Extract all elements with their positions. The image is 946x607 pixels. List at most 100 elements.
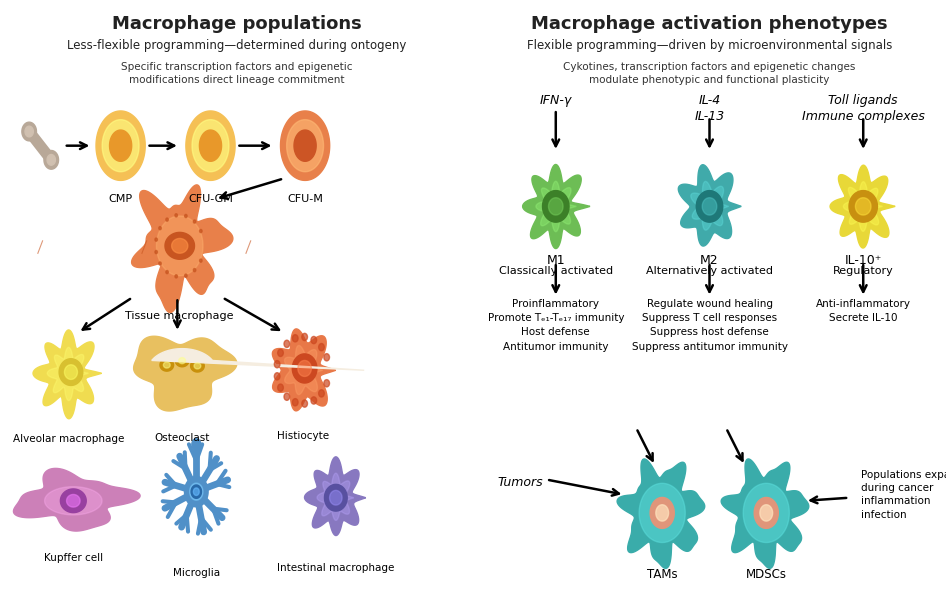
Circle shape (200, 229, 202, 232)
Polygon shape (193, 488, 200, 495)
Polygon shape (194, 363, 201, 369)
Polygon shape (160, 359, 174, 371)
Polygon shape (191, 485, 201, 498)
Circle shape (184, 214, 187, 217)
Text: M2: M2 (700, 254, 719, 266)
Polygon shape (843, 181, 883, 231)
Polygon shape (639, 483, 685, 543)
Polygon shape (200, 130, 221, 161)
Circle shape (311, 397, 317, 404)
Polygon shape (691, 181, 728, 230)
Circle shape (166, 271, 168, 274)
Polygon shape (175, 354, 189, 367)
Text: Kupffer cell: Kupffer cell (44, 552, 103, 563)
Polygon shape (156, 216, 203, 276)
Polygon shape (272, 329, 336, 411)
Polygon shape (850, 191, 877, 222)
Circle shape (155, 251, 157, 254)
Text: Regulate wound healing
Suppress T cell responses
Suppress host defense
Suppress : Regulate wound healing Suppress T cell r… (632, 299, 787, 352)
Text: Less-flexible programming—determined during ontogeny: Less-flexible programming—determined dur… (67, 39, 406, 52)
Text: CFU-M: CFU-M (288, 194, 323, 204)
Polygon shape (164, 362, 170, 368)
Polygon shape (44, 487, 102, 515)
Circle shape (274, 361, 280, 368)
Polygon shape (61, 489, 86, 512)
Text: Microglia: Microglia (173, 568, 219, 577)
Text: M1: M1 (547, 254, 565, 266)
Circle shape (184, 274, 187, 277)
Polygon shape (189, 483, 203, 500)
Circle shape (166, 218, 168, 221)
Circle shape (155, 238, 157, 241)
Text: Classically activated: Classically activated (499, 266, 613, 276)
Polygon shape (171, 239, 188, 253)
Polygon shape (656, 505, 669, 521)
Text: Toll ligands
Immune complexes: Toll ligands Immune complexes (802, 94, 924, 123)
Polygon shape (96, 111, 146, 180)
Circle shape (302, 400, 307, 407)
Text: CMP: CMP (109, 194, 132, 204)
Circle shape (159, 262, 161, 265)
Polygon shape (133, 336, 236, 411)
Polygon shape (47, 155, 56, 165)
Polygon shape (543, 191, 569, 222)
Polygon shape (66, 495, 80, 507)
Polygon shape (617, 459, 705, 568)
Polygon shape (22, 122, 37, 141)
Polygon shape (294, 130, 316, 161)
Polygon shape (754, 498, 779, 528)
Polygon shape (324, 484, 347, 511)
Text: TAMs: TAMs (647, 568, 677, 580)
Polygon shape (650, 498, 674, 528)
Polygon shape (287, 120, 324, 172)
Circle shape (302, 333, 307, 341)
Polygon shape (60, 359, 83, 385)
Text: Histiocyte: Histiocyte (276, 431, 329, 441)
Polygon shape (855, 198, 871, 215)
Polygon shape (281, 111, 330, 180)
Polygon shape (760, 505, 773, 521)
Text: IL-10⁺: IL-10⁺ (845, 254, 882, 266)
Text: CFU-GM: CFU-GM (188, 194, 233, 204)
Polygon shape (179, 358, 185, 364)
Polygon shape (678, 164, 742, 246)
Circle shape (284, 340, 289, 347)
Circle shape (311, 336, 317, 344)
Text: Macrophage populations: Macrophage populations (112, 15, 361, 33)
Circle shape (324, 379, 329, 387)
Polygon shape (13, 469, 140, 531)
Polygon shape (696, 191, 723, 222)
Polygon shape (317, 473, 354, 520)
Circle shape (319, 344, 324, 351)
Text: Tumors: Tumors (498, 476, 543, 489)
Polygon shape (298, 361, 311, 376)
Polygon shape (191, 360, 204, 372)
Polygon shape (305, 457, 366, 535)
Text: Tissue macrophage: Tissue macrophage (126, 311, 234, 320)
Text: Intestinal macrophage: Intestinal macrophage (277, 563, 394, 573)
Text: Alternatively activated: Alternatively activated (646, 266, 773, 276)
Polygon shape (102, 120, 139, 172)
Text: Alveolar macrophage: Alveolar macrophage (13, 434, 124, 444)
Circle shape (292, 334, 298, 342)
Text: Anti-inflammatory
Secrete IL-10: Anti-inflammatory Secrete IL-10 (815, 299, 911, 323)
Circle shape (278, 349, 284, 356)
Circle shape (278, 384, 284, 392)
Text: Cykotines, transcription factors and epigenetic changes
modulate phenotypic and : Cykotines, transcription factors and epi… (563, 62, 856, 85)
Polygon shape (33, 330, 101, 419)
Polygon shape (292, 354, 317, 383)
Polygon shape (192, 120, 229, 172)
Polygon shape (64, 365, 78, 379)
Polygon shape (721, 459, 809, 568)
Circle shape (175, 214, 178, 217)
Text: Regulatory: Regulatory (832, 266, 894, 276)
Text: Macrophage activation phenotypes: Macrophage activation phenotypes (532, 15, 887, 33)
Circle shape (324, 354, 329, 361)
Circle shape (193, 220, 196, 223)
Circle shape (284, 393, 289, 401)
Text: IFN-γ: IFN-γ (539, 94, 572, 107)
Polygon shape (131, 185, 233, 313)
Circle shape (274, 373, 280, 380)
Polygon shape (549, 198, 563, 215)
Circle shape (159, 226, 161, 230)
